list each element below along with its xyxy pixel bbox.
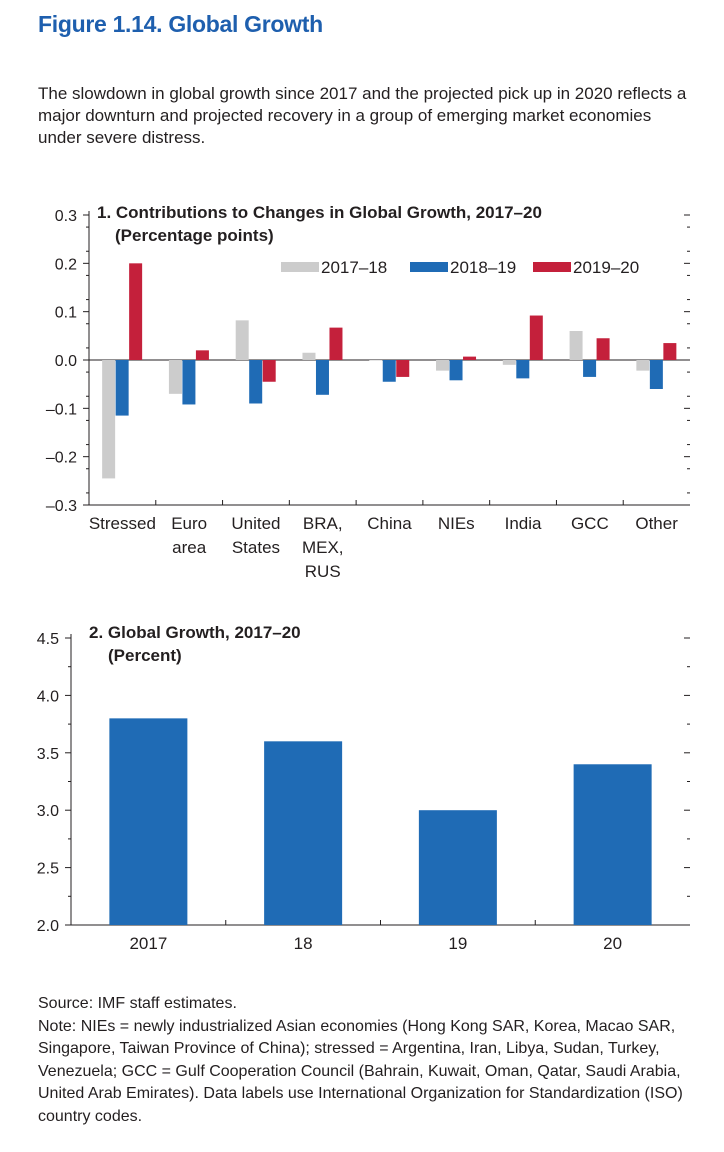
bar-2017–18	[302, 352, 316, 360]
source-note: Source: IMF staff estimates.	[38, 995, 237, 1012]
bar-19	[418, 810, 497, 925]
x-tick-label: Stressed	[89, 514, 156, 533]
legend-swatch	[281, 262, 319, 272]
bar-18	[264, 741, 343, 925]
x-tick-label: India	[505, 514, 542, 533]
bar-2019–20	[262, 360, 276, 382]
y-tick-label: 0.2	[55, 256, 77, 273]
x-tick-label: United	[231, 514, 280, 533]
bar-2018–19	[115, 360, 129, 416]
bar-2019–20	[463, 356, 477, 360]
figure-subtitle: The slowdown in global growth since 2017…	[38, 84, 687, 147]
bar-2017–18	[369, 360, 383, 361]
x-tick-label: Other	[635, 514, 678, 533]
x-tick-label: GCC	[571, 514, 609, 533]
x-tick-label: States	[232, 538, 280, 557]
y-tick-label: 4.0	[37, 688, 59, 705]
bar-2019–20	[396, 360, 410, 377]
y-tick-label: 3.0	[37, 803, 59, 820]
legend-label: 2018–19	[450, 258, 516, 277]
y-tick-label: –0.3	[46, 498, 77, 515]
y-tick-label: 0.1	[55, 305, 77, 322]
y-tick-label: –0.1	[46, 401, 77, 418]
legend-swatch	[410, 262, 448, 272]
definitions-note: Note: NIEs = newly industrialized Asian …	[38, 1017, 683, 1125]
y-tick-label: –0.2	[46, 450, 77, 467]
y-tick-label: 4.5	[37, 631, 59, 648]
x-tick-label: NIEs	[438, 514, 475, 533]
bar-2017–18	[235, 320, 249, 360]
chart-title: 1. Contributions to Changes in Global Gr…	[97, 203, 542, 222]
bar-2017–18	[502, 360, 516, 365]
y-tick-label: 0.0	[55, 353, 77, 370]
x-tick-label: BRA,	[303, 514, 343, 533]
x-tick-label: MEX,	[302, 538, 344, 557]
bar-2018–19	[649, 360, 663, 389]
x-tick-label: 2017	[129, 934, 167, 953]
x-tick-label: RUS	[305, 562, 341, 581]
y-tick-label: 3.5	[37, 746, 59, 763]
bar-2017–18	[436, 360, 450, 371]
bar-2019–20	[129, 263, 143, 360]
bar-2017–18	[636, 360, 650, 371]
y-tick-label: 2.5	[37, 861, 59, 878]
bar-2018–19	[449, 360, 463, 381]
figure-title: Figure 1.14. Global Growth	[38, 11, 323, 37]
chart-subtitle: (Percentage points)	[115, 226, 274, 245]
bar-2017–18	[102, 360, 116, 479]
y-tick-label: 0.3	[55, 208, 77, 225]
bar-2018–19	[583, 360, 597, 377]
bar-2018–19	[249, 360, 263, 404]
bar-2019–20	[195, 350, 209, 360]
bar-2017	[109, 718, 188, 925]
bar-2018–19	[382, 360, 396, 382]
x-tick-label: area	[172, 538, 207, 557]
bar-2018–19	[315, 360, 329, 395]
bar-2019–20	[663, 343, 677, 360]
y-tick-label: 2.0	[37, 918, 59, 935]
bar-2018–19	[182, 360, 196, 405]
bar-2017–18	[569, 331, 583, 360]
bar-2019–20	[529, 315, 543, 360]
x-tick-label: 19	[448, 934, 467, 953]
bar-2017–18	[168, 360, 182, 394]
global-growth-chart: 4.5 4.0 3.5 3.0 2.5 2.0 2017 18 19 20 2. Global Gr…	[37, 623, 690, 953]
x-tick-label: 18	[294, 934, 313, 953]
legend-swatch	[533, 262, 571, 272]
chart-subtitle: (Percent)	[108, 646, 182, 665]
x-tick-label: China	[367, 514, 412, 533]
legend-label: 2017–18	[321, 258, 387, 277]
x-tick-label: 20	[603, 934, 622, 953]
bar-2019–20	[329, 327, 343, 360]
chart-title: 2. Global Growth, 2017–20	[89, 623, 301, 642]
bar-2018–19	[516, 360, 530, 379]
legend-label: 2019–20	[573, 258, 639, 277]
x-tick-label: Euro	[171, 514, 207, 533]
figure-notes: Source: IMF staff estimates. Note: NIEs …	[38, 993, 708, 1128]
contributions-chart: 0.3 0.2 0.1 0.0 –0.1 –0.2 –0.3 Stressed Euro area…	[46, 203, 690, 581]
bar-2019–20	[596, 338, 610, 360]
bar-20	[573, 764, 652, 925]
